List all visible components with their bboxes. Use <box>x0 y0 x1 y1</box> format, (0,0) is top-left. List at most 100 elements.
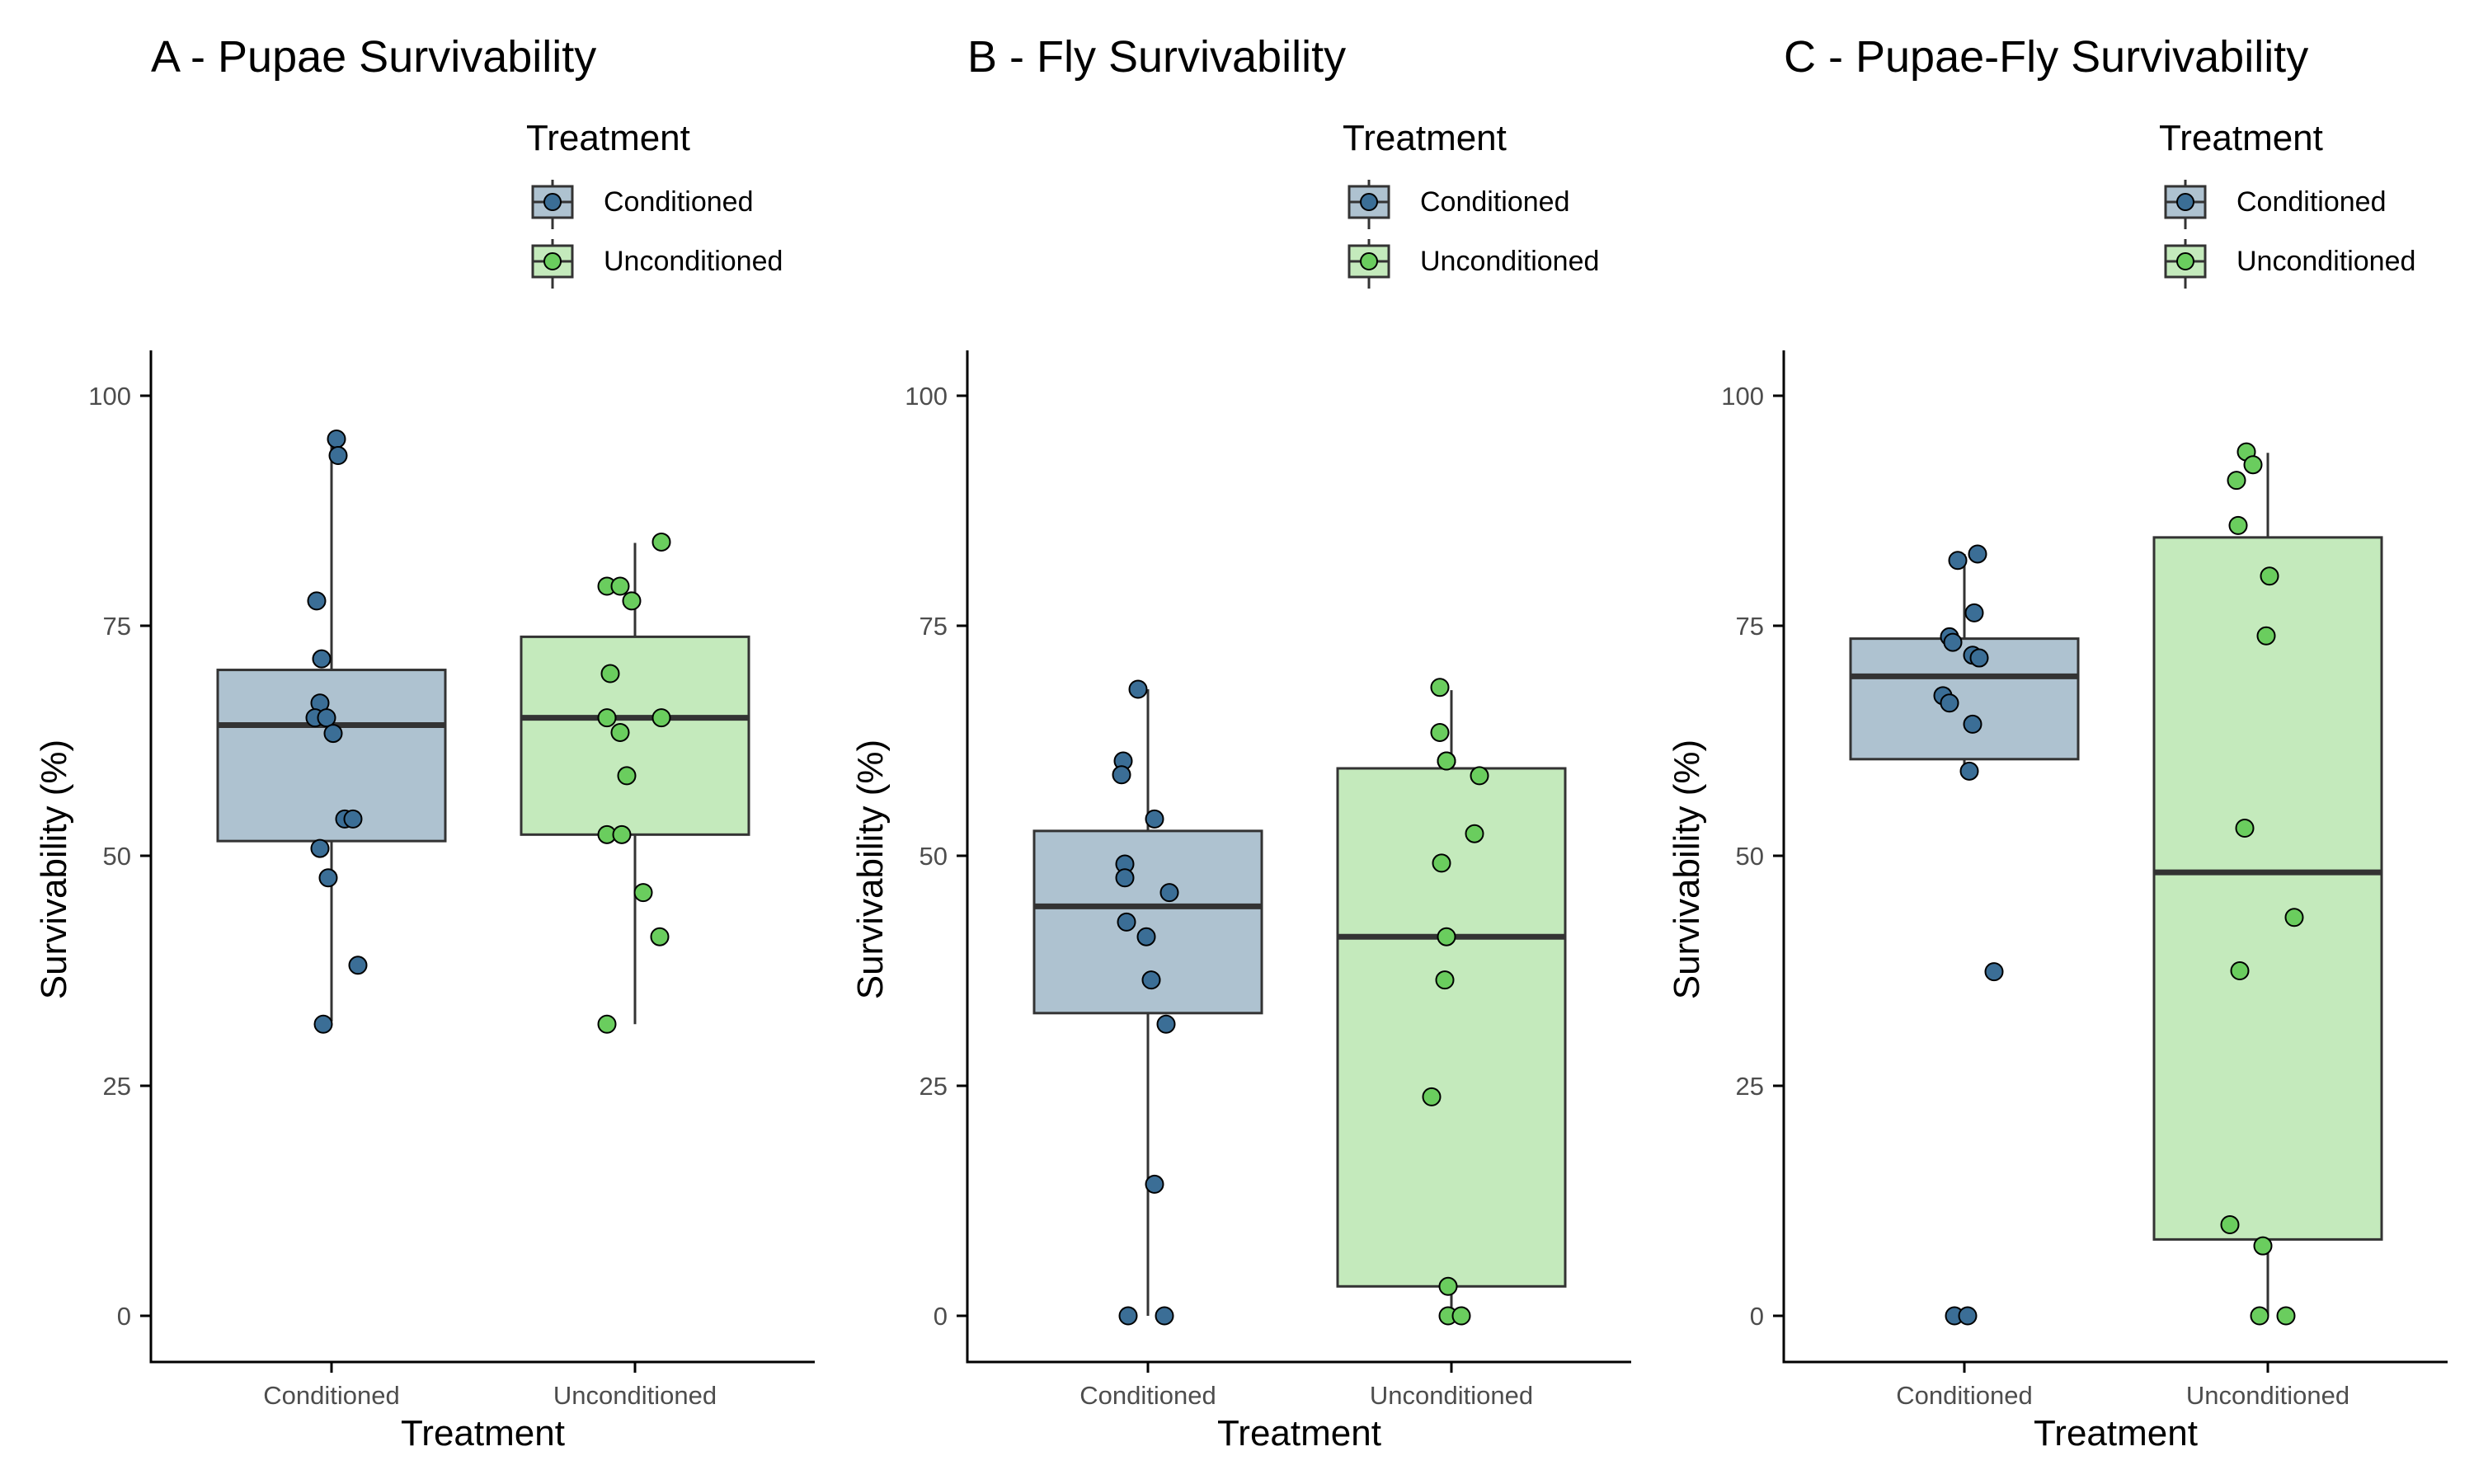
legend-label: Conditioned <box>604 186 753 218</box>
x-tick-label: Unconditioned <box>553 1381 717 1410</box>
chart-title: B - Fly Survivability <box>967 32 1346 82</box>
box-iqr <box>2152 536 2383 1241</box>
data-point <box>1948 551 1968 571</box>
legend-title: Treatment <box>526 118 690 158</box>
panel-c: C - Pupae-Fly Survivability Treatment Cond… <box>1667 32 2448 1453</box>
data-point <box>2260 566 2279 586</box>
legend-entry-unconditioned: Unconditioned <box>1348 239 1599 289</box>
data-point <box>1437 927 1456 946</box>
y-tick-label: 100 <box>1721 382 1764 411</box>
y-tick-label: 75 <box>1736 612 1764 641</box>
legend-key-point <box>1360 193 1378 211</box>
data-point <box>1984 962 2004 982</box>
legend-entry-unconditioned: Unconditioned <box>2164 239 2415 289</box>
data-point <box>343 809 363 829</box>
data-point <box>323 724 343 744</box>
data-point <box>318 868 338 888</box>
data-point <box>1969 648 1989 668</box>
data-point <box>617 766 637 786</box>
data-point <box>1136 927 1156 946</box>
data-point <box>600 664 620 683</box>
data-point <box>1943 632 1963 652</box>
data-point <box>2256 626 2276 646</box>
data-point <box>1940 693 1959 713</box>
data-point <box>310 838 330 858</box>
box-unconditioned <box>2152 442 2383 1326</box>
y-tick-label: 50 <box>920 842 948 871</box>
legend: Treatment Conditioned Unconditioned <box>1343 118 1599 289</box>
y-tick-label: 100 <box>88 382 131 411</box>
data-point <box>1964 603 1984 622</box>
x-tick-label: Unconditioned <box>2186 1381 2349 1410</box>
data-point <box>1145 1174 1164 1194</box>
data-point <box>1438 1276 1458 1296</box>
data-point <box>650 927 670 946</box>
data-point <box>328 446 348 466</box>
data-point <box>633 883 653 903</box>
x-axis-title: Treatment <box>1217 1413 1381 1453</box>
x-tick-label: Conditioned <box>1079 1381 1216 1410</box>
box-iqr <box>216 669 447 843</box>
x-tick-label: Conditioned <box>1896 1381 2032 1410</box>
data-point <box>2250 1306 2269 1326</box>
legend-entry-conditioned: Conditioned <box>531 180 753 229</box>
legend-entry-conditioned: Conditioned <box>1348 180 1569 229</box>
legend-label: Unconditioned <box>604 246 783 277</box>
legend-title: Treatment <box>2159 118 2323 158</box>
data-point <box>1156 1014 1176 1034</box>
data-point <box>317 708 336 728</box>
data-point <box>1470 766 1489 786</box>
data-point <box>1112 765 1131 785</box>
box-unconditioned <box>520 532 750 1034</box>
y-tick-label: 50 <box>103 842 131 871</box>
data-point <box>1430 678 1450 697</box>
box-unconditioned <box>1336 678 1567 1326</box>
y-tick-label: 0 <box>934 1302 948 1331</box>
data-point <box>327 429 346 448</box>
data-point <box>651 532 671 552</box>
data-point <box>2235 819 2255 838</box>
data-point <box>1435 970 1455 990</box>
data-point <box>2243 455 2263 475</box>
legend: Treatment Conditioned Unconditioned <box>2159 118 2415 289</box>
data-point <box>1117 912 1136 932</box>
y-tick-label: 0 <box>1750 1302 1764 1331</box>
y-tick-label: 25 <box>1736 1072 1764 1101</box>
y-tick-label: 0 <box>117 1302 131 1331</box>
legend-entry-unconditioned: Unconditioned <box>531 239 783 289</box>
data-point <box>597 708 617 728</box>
legend-entry-conditioned: Conditioned <box>2164 180 2386 229</box>
data-point <box>2253 1236 2273 1256</box>
legend-label: Unconditioned <box>2236 246 2415 277</box>
box-conditioned <box>216 429 447 1034</box>
legend-title: Treatment <box>1343 118 1507 158</box>
data-point <box>612 824 632 844</box>
data-point <box>1430 722 1450 742</box>
y-tick-label: 75 <box>103 612 131 641</box>
data-point <box>1968 544 1987 564</box>
data-point <box>610 576 630 596</box>
chart-title: C - Pupae-Fly Survivability <box>1784 32 2308 82</box>
legend: Treatment Conditioned Unconditioned <box>526 118 783 289</box>
x-tick-label: Conditioned <box>263 1381 399 1410</box>
data-point <box>313 1014 333 1034</box>
box-iqr <box>1336 767 1567 1288</box>
y-tick-label: 50 <box>1736 842 1764 871</box>
legend-key-point <box>543 252 562 270</box>
box-iqr <box>520 635 750 836</box>
panel-b: B - Fly SurvivabilityTreatmentConditione… <box>850 32 1631 1453</box>
legend-label: Conditioned <box>1420 186 1569 218</box>
legend-key-point <box>2176 193 2194 211</box>
data-point <box>1159 883 1179 903</box>
box-conditioned <box>1032 679 1263 1326</box>
data-point <box>1145 809 1164 829</box>
y-tick-label: 25 <box>920 1072 948 1101</box>
data-point <box>2276 1306 2296 1326</box>
data-point <box>348 956 368 975</box>
y-axis-title: Survivability (%) <box>850 740 891 999</box>
data-point <box>2220 1215 2240 1235</box>
data-point <box>2230 961 2250 980</box>
data-point <box>307 591 327 611</box>
x-tick-label: Unconditioned <box>1370 1381 1533 1410</box>
